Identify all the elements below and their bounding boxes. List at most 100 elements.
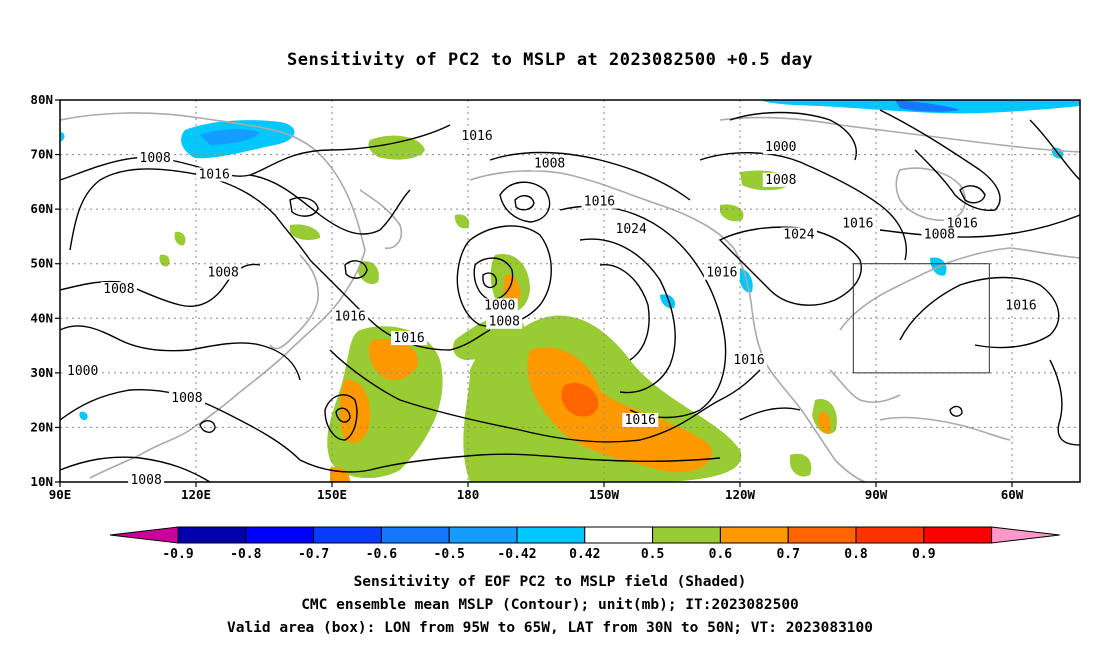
shade-blue-region [200,129,260,145]
colorbar-swatch [584,526,654,544]
isobar-line [949,405,963,417]
contour-label-bg [531,156,568,171]
contour-label-bg [481,298,518,313]
colorbar-swatch [177,526,247,544]
colorbar-swatch [855,526,925,544]
isobar-line [329,349,761,443]
isobar-line [499,181,551,223]
caption-valid-area: Valid area (box): LON from 95W to 65W, L… [226,620,873,636]
contour-label: 1008 [924,227,955,242]
contour-label-bg [839,216,876,231]
contour-label-bg [944,216,981,231]
colorbar-label: 0.5 [641,547,664,562]
contour-label: 1008 [140,151,171,166]
contour-label: 1016 [461,129,492,144]
contour-label-bg [205,265,242,280]
colorbar-label: -0.6 [366,547,397,562]
contour-label-bg [391,331,428,346]
shade-blue-region [60,132,65,142]
contour-label-bg [921,227,958,242]
contour-label-bg [581,194,618,209]
lat-tick-label: 80N [30,92,53,107]
colorbar-swatch [923,526,993,544]
contour-label: 1024 [783,227,814,242]
coastline-arctic-canada [719,116,1080,153]
shade-orange-core [561,382,599,417]
lat-tick-label: 40N [30,310,53,325]
contour-label: 1016 [733,353,764,368]
contour-label-bg [168,391,205,406]
shade-green-region [159,254,170,267]
caption-shading: Sensitivity of EOF PC2 to MSLP field (Sh… [353,574,747,590]
colorbar-label: -0.8 [230,547,261,562]
contour-label-bg [703,265,740,280]
contour-label-bg [137,151,174,166]
contour-label: 1016 [625,413,656,428]
mslp-contours [60,109,1080,482]
lon-tick-label: 120W [725,487,756,502]
contour-label-bg [64,363,101,378]
lon-tick-label: 90E [49,487,72,502]
coastlines [60,112,1080,482]
contour-label: 1016 [842,217,873,232]
isobar-line [289,196,319,217]
colorbar-label: -0.9 [162,547,193,562]
colorbar-label: -0.5 [434,547,465,562]
contour-label-bg [128,473,165,487]
contour-label: 1000 [765,140,796,155]
contour-label-bg [762,172,799,187]
contour-label-bg [731,352,768,367]
shade-blue-region [895,100,960,112]
contour-labels: 1016100810161008101610241000100810241016… [64,129,1040,488]
lat-tick-label: 30N [30,365,53,380]
shade-blue-region [79,411,88,421]
isobar-line [473,257,514,301]
colorbar: -0.9 -0.8 -0.7 -0.6 -0.5 -0.42 0.42 0.5 0.6 0.7 0.… [109,526,1060,562]
plot-frame [59,99,1081,483]
map-title: Sensitivity of PC2 to MSLP at 2023082500… [286,50,813,70]
colorbar-label: 0.8 [844,547,868,562]
colorbar-swatch [516,526,586,544]
isobar-line [335,407,351,423]
colorbar-label: 0.7 [776,547,799,562]
contour-label-bg [100,282,137,296]
contour-label: 1008 [534,156,565,171]
contour-label-bg [1003,298,1040,313]
shade-orange-region [368,338,419,381]
colorbar-label: 0.6 [709,547,733,562]
colorbar-swatch [787,526,857,544]
contour-label-bg [332,309,369,324]
contour-label: 1008 [765,173,796,188]
colorbar-swatch [652,526,721,544]
lat-tick-label: 70N [30,147,53,162]
lon-tick-label: 120E [181,487,211,502]
isobar-line [324,394,358,441]
isobar-line [60,456,211,482]
contour-label-bg [613,221,650,236]
contour-label: 1000 [67,364,98,379]
shade-green-region [790,453,812,477]
isobar-line [599,264,650,361]
lon-tick-label: 60W [1001,487,1024,502]
valid-area-box [852,263,990,374]
coastline-gulf-of-mexico [829,369,901,403]
shade-green-region [358,261,379,285]
coastline-alaska [469,170,736,251]
colorbar-low-extend [109,526,179,544]
longitude-axis: 90E 120E 150E 180 150W 120W 90W 60W [49,482,1024,502]
shade-orange-region [818,411,831,434]
isobar-line [60,325,301,381]
colorbar-label: -0.7 [298,547,329,562]
caption-contour: CMC ensemble mean MSLP (Contour); unit(m… [301,597,799,613]
isobar-line [879,109,1001,212]
isobar-line [739,407,801,421]
colorbar-label: 0.9 [912,547,935,562]
colorbar-label: -0.42 [497,547,536,562]
shade-green-region [368,135,425,160]
contour-label: 1008 [130,473,161,488]
shade-green-region [174,231,186,246]
lat-tick-label: 50N [30,256,53,271]
contour-label: 1016 [1005,298,1036,313]
isobar-line [718,226,862,306]
isobar-line [1049,359,1080,446]
